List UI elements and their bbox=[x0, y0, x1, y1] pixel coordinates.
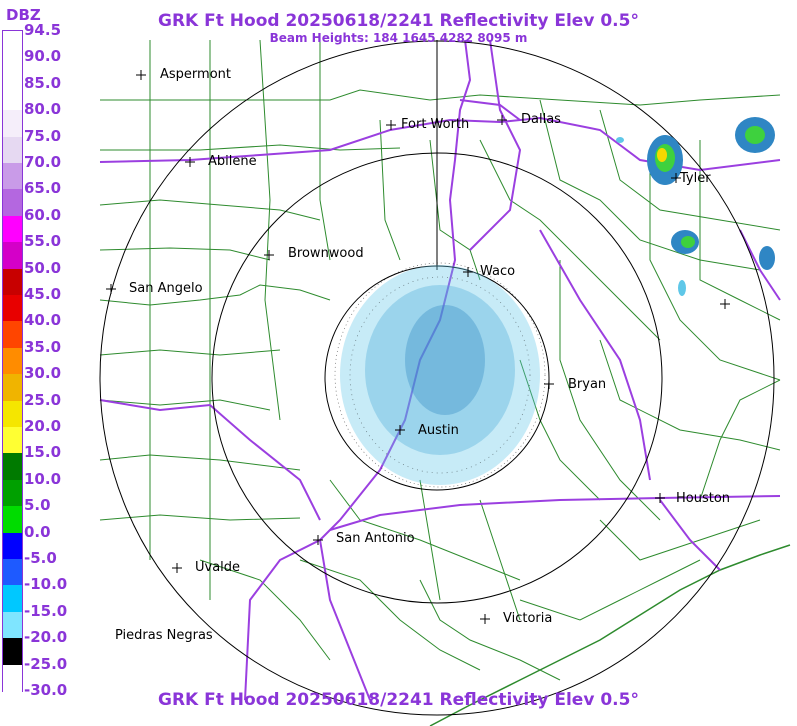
legend-tick-label: 40.0 bbox=[24, 311, 62, 330]
city-abilene: Abilene bbox=[208, 154, 257, 169]
legend-swatch bbox=[3, 664, 22, 692]
legend-tick-label: 70.0 bbox=[24, 153, 62, 171]
legend-swatch bbox=[3, 57, 22, 85]
legend-tick-label: 35.0 bbox=[24, 337, 62, 356]
city-brownwood: Brownwood bbox=[288, 246, 364, 261]
legend-swatch bbox=[3, 453, 22, 481]
legend-swatch bbox=[3, 242, 22, 270]
coastline bbox=[429, 544, 791, 726]
legend-swatch bbox=[3, 479, 22, 507]
legend-tick-label: 90.0 bbox=[24, 47, 62, 66]
legend-tick-label: 75.0 bbox=[24, 126, 62, 145]
dbz-legend: DBZ 94.5 90.0 85.0 80.0 75.0 70.0 65.0 60.0 55.0… bbox=[0, 0, 100, 726]
city-san-antonio: San Antonio bbox=[336, 531, 415, 546]
city-dallas: Dallas bbox=[521, 112, 561, 127]
legend-swatch bbox=[3, 611, 22, 639]
legend-swatch bbox=[3, 83, 22, 111]
city-aspermont: Aspermont bbox=[160, 67, 231, 82]
city-uvalde: Uvalde bbox=[195, 560, 241, 575]
city-victoria: Victoria bbox=[503, 611, 553, 626]
legend-swatch bbox=[3, 532, 22, 560]
legend-unit: DBZ bbox=[6, 6, 41, 24]
legend-swatch bbox=[3, 31, 22, 58]
city-tyler: Tyler bbox=[680, 171, 711, 186]
color-scale bbox=[2, 30, 23, 718]
legend-tick-label: 30.0 bbox=[24, 364, 62, 383]
legend-tick-label: -25.0 bbox=[24, 654, 68, 673]
legend-tick-label: 25.0 bbox=[24, 390, 62, 409]
legend-swatch bbox=[3, 189, 22, 217]
legend-swatch bbox=[3, 110, 22, 138]
legend-swatch bbox=[3, 374, 22, 402]
legend-tick-label: 85.0 bbox=[24, 73, 62, 92]
range-rings bbox=[99, 40, 775, 716]
legend-swatch bbox=[3, 427, 22, 454]
legend-swatch bbox=[3, 136, 22, 164]
legend-swatch bbox=[3, 163, 22, 190]
legend-tick-label: 80.0 bbox=[24, 100, 62, 119]
city-fort-worth: Fort Worth bbox=[401, 117, 470, 132]
county-boundaries bbox=[99, 39, 781, 681]
legend-tick-label: 94.5 bbox=[24, 21, 62, 39]
legend-swatch bbox=[3, 559, 22, 586]
beam-heights: Beam Heights: 184 1645 4282 8095 m bbox=[269, 31, 528, 45]
legend-swatch bbox=[3, 268, 22, 296]
legend-swatch bbox=[3, 691, 22, 718]
map-title: GRK Ft Hood 20250618/2241 Reflectivity E… bbox=[158, 11, 639, 31]
legend-tick-label: -10.0 bbox=[24, 575, 68, 594]
legend-tick-label: 20.0 bbox=[24, 417, 62, 435]
city-markers bbox=[106, 70, 730, 624]
legend-swatch bbox=[3, 295, 22, 322]
legend-tick-label: 10.0 bbox=[24, 469, 62, 488]
legend-tick-label: 5.0 bbox=[24, 496, 51, 515]
city-piedras-negras: Piedras Negras bbox=[115, 628, 213, 643]
legend-tick-label: -30.0 bbox=[24, 681, 68, 699]
legend-swatch bbox=[3, 347, 22, 375]
legend-tick-label: 65.0 bbox=[24, 179, 62, 198]
legend-swatch bbox=[3, 215, 22, 243]
city-bryan: Bryan bbox=[568, 377, 607, 392]
legend-swatch bbox=[3, 400, 22, 428]
legend-tick-label: 60.0 bbox=[24, 205, 62, 224]
legend-tick-label: 50.0 bbox=[24, 258, 62, 277]
map-title-footer: GRK Ft Hood 20250618/2241 Reflectivity E… bbox=[158, 690, 639, 710]
legend-tick-label: -20.0 bbox=[24, 628, 68, 647]
legend-tick-label: 0.0 bbox=[24, 522, 51, 541]
city-waco: Waco bbox=[480, 264, 516, 279]
city-san-angelo: San Angelo bbox=[129, 281, 203, 296]
city-houston: Houston bbox=[676, 491, 731, 506]
legend-tick-label: 55.0 bbox=[24, 232, 62, 251]
legend-tick-label: -5.0 bbox=[24, 549, 57, 567]
legend-swatch bbox=[3, 585, 22, 613]
legend-swatch bbox=[3, 506, 22, 534]
legend-tick-label: 15.0 bbox=[24, 443, 62, 462]
legend-swatch bbox=[3, 321, 22, 349]
city-austin: Austin bbox=[418, 423, 459, 438]
legend-swatch bbox=[3, 638, 22, 666]
legend-tick-label: 45.0 bbox=[24, 285, 62, 303]
highways bbox=[99, 39, 781, 701]
legend-tick-label: -15.0 bbox=[24, 601, 68, 620]
reflectivity-echoes bbox=[334, 117, 775, 488]
